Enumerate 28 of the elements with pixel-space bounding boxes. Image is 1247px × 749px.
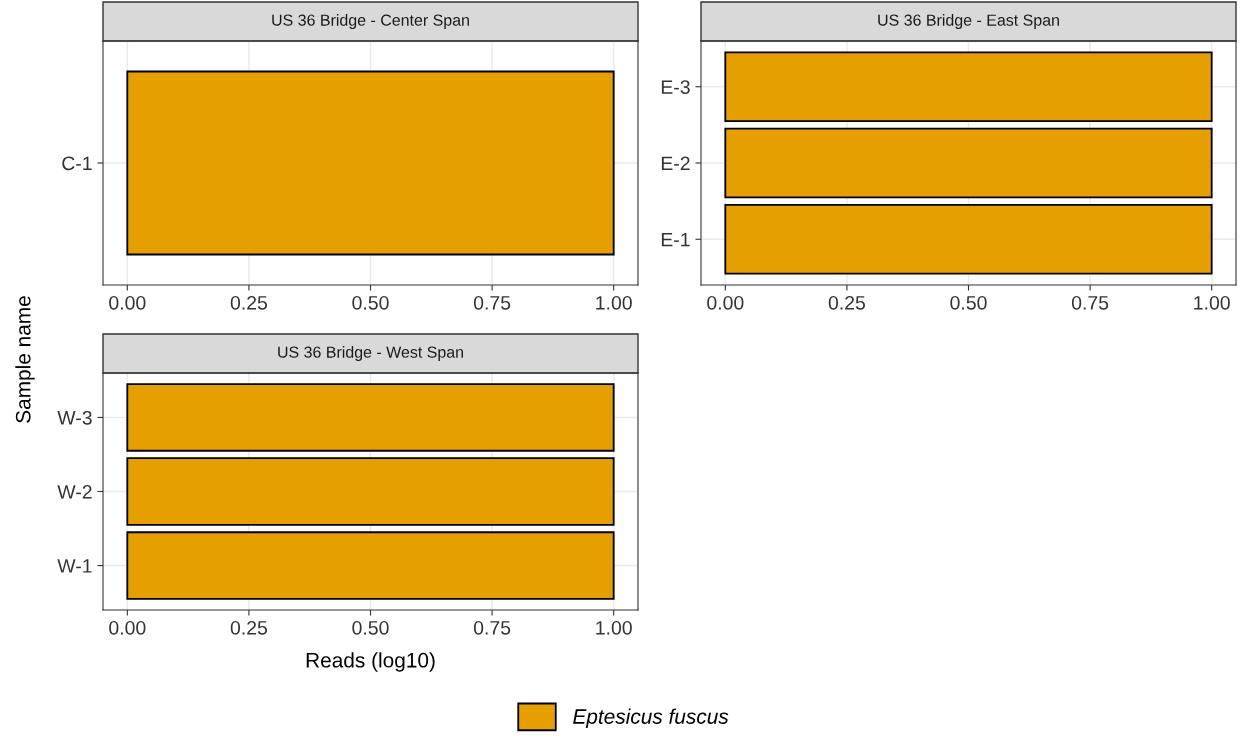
y-tick-label: E-3 bbox=[661, 80, 690, 94]
x-tick-label: 0.50 bbox=[950, 295, 987, 310]
x-tick-label: 0.00 bbox=[109, 620, 146, 635]
y-tick-label: E-1 bbox=[661, 232, 690, 247]
y-tick-label: W-2 bbox=[57, 484, 92, 499]
x-tick-label: 0.50 bbox=[352, 295, 389, 310]
x-tick-label: 1.00 bbox=[596, 295, 632, 310]
x-tick-label: 1.00 bbox=[596, 620, 632, 635]
y-tick-label: W-3 bbox=[57, 410, 92, 425]
chart-title: US 36 Bridge - Center Span bbox=[272, 14, 469, 29]
chart-title: US 36 Bridge - West Span bbox=[278, 346, 463, 361]
chart-title: US 36 Bridge - East Span bbox=[878, 14, 1059, 29]
x-tick-label: 0.75 bbox=[1071, 295, 1109, 310]
x-tick-label: 0.00 bbox=[109, 295, 146, 310]
x-tick-label: 0.25 bbox=[230, 620, 268, 635]
x-tick-label: 0.75 bbox=[473, 620, 511, 635]
x-tick-label: 1.00 bbox=[1194, 295, 1230, 310]
x-axis-title: Reads (log10) bbox=[306, 652, 435, 672]
x-tick-label: 0.50 bbox=[352, 620, 389, 635]
y-tick-label: W-1 bbox=[57, 559, 92, 573]
y-tick-label: C-1 bbox=[62, 156, 92, 171]
x-tick-label: 0.00 bbox=[707, 295, 744, 310]
y-axis-title: Sample name bbox=[15, 296, 35, 423]
x-tick-label: 0.25 bbox=[828, 295, 866, 310]
x-tick-label: 0.25 bbox=[230, 295, 268, 310]
y-tick-label: E-2 bbox=[661, 156, 690, 171]
x-tick-label: 0.75 bbox=[473, 295, 511, 310]
legend-label: Eptesicus fuscus bbox=[573, 708, 729, 729]
